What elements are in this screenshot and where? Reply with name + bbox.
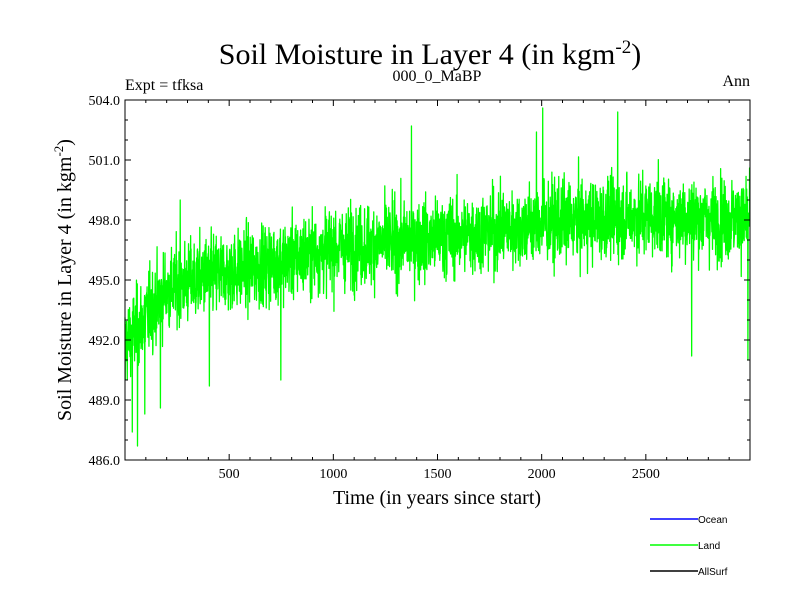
y-tick-label: 501.0	[89, 154, 121, 169]
y-axis: 486.0 489.0 492.0 495.0 498.0 501.0 504.0	[89, 94, 750, 469]
x-axis: 500 1000 1500 2000 2500	[145, 100, 730, 482]
series-layer	[124, 107, 751, 447]
series-line-land	[124, 107, 751, 447]
y-tick-label: 489.0	[89, 394, 121, 409]
x-tick-label: 1500	[424, 467, 452, 482]
legend-label-allsurf: AllSurf	[698, 567, 728, 578]
x-tick-label: 500	[219, 467, 240, 482]
subtitle-center: 000_0_MaBP	[393, 68, 482, 85]
x-tick-label: 2500	[632, 467, 660, 482]
y-tick-label: 498.0	[89, 214, 121, 229]
subtitle-left: Expt = tfksa	[125, 77, 203, 94]
y-tick-label: 504.0	[89, 94, 121, 109]
x-tick-label: 1000	[319, 467, 347, 482]
x-axis-label: Time (in years since start)	[333, 487, 541, 509]
y-tick-label: 486.0	[89, 454, 121, 469]
legend-label-land: Land	[698, 541, 720, 552]
y-axis-label: Soil Moisture in Layer 4 (in kgm-2)	[51, 139, 76, 421]
y-tick-label: 492.0	[89, 334, 121, 349]
x-tick-label: 2000	[528, 467, 556, 482]
chart-title: Soil Moisture in Layer 4 (in kgm-2)	[219, 37, 641, 71]
subtitle-right: Ann	[722, 73, 750, 90]
legend: Ocean Land AllSurf	[650, 515, 728, 578]
legend-label-ocean: Ocean	[698, 515, 727, 526]
y-tick-label: 495.0	[89, 274, 121, 289]
